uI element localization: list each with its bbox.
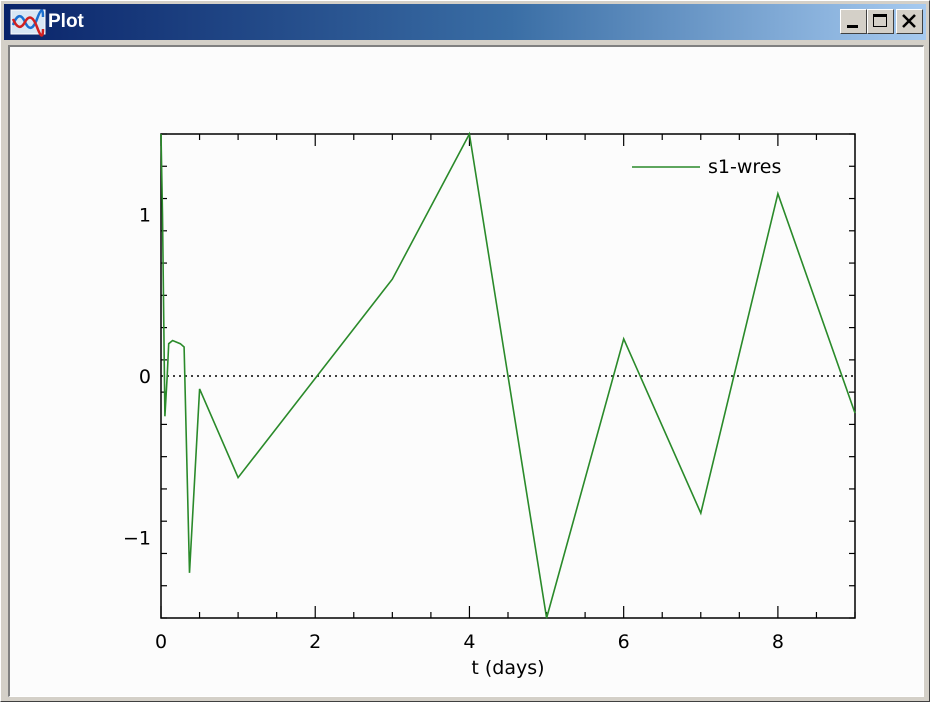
line-chart: 0 2 4 6 8 −1 0 1 t (days) s1-wres: [123, 131, 856, 679]
minimize-icon: [847, 25, 858, 28]
x-tick-label: 4: [463, 631, 475, 653]
window-title: Plot: [48, 11, 84, 32]
close-button[interactable]: [896, 9, 923, 34]
plot-area: 0 2 4 6 8 −1 0 1 t (days) s1-wres: [8, 45, 924, 697]
x-tick-label: 8: [772, 631, 784, 653]
minimize-button[interactable]: [840, 9, 867, 34]
x-tick-label: 2: [309, 631, 321, 653]
axis-ticks: [160, 133, 856, 619]
maximize-icon: [873, 14, 887, 27]
title-bar[interactable]: Plot: [4, 4, 926, 40]
maximize-button[interactable]: [867, 9, 894, 34]
x-tick-label: 6: [618, 631, 630, 653]
y-tick-label: 1: [139, 205, 151, 227]
legend: s1-wres: [632, 156, 781, 178]
y-tick-label: 0: [139, 366, 151, 388]
y-tick-label: −1: [123, 527, 151, 549]
x-axis-label: t (days): [471, 657, 544, 679]
window-controls: [840, 9, 923, 34]
close-icon: [902, 14, 916, 28]
series-line: [160, 131, 856, 619]
legend-label: s1-wres: [708, 156, 781, 178]
x-tick-label: 0: [155, 631, 167, 653]
plot-app-icon[interactable]: [10, 7, 46, 37]
